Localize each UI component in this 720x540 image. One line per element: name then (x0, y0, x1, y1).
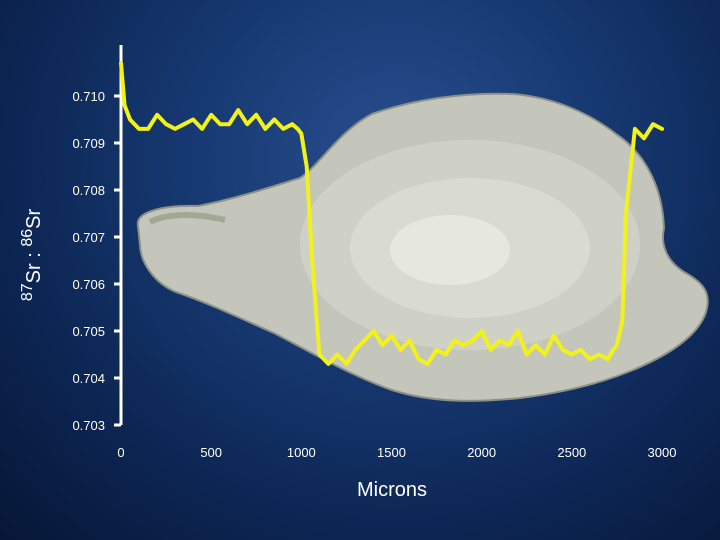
x-tick-label: 2000 (467, 445, 496, 460)
y-tick-label: 0.710 (72, 89, 105, 104)
y-tick-label: 0.708 (72, 183, 105, 198)
y-tick-label: 0.709 (72, 136, 105, 151)
y-tick-label: 0.707 (72, 230, 105, 245)
x-tick-label: 1500 (377, 445, 406, 460)
x-tick-label: 2500 (557, 445, 586, 460)
y-axis-title-mass2: 86 (19, 229, 36, 247)
x-axis-title: Microns (357, 479, 427, 501)
x-tick-label: 1000 (287, 445, 316, 460)
y-axis-ticks: 0.703 0.704 0.705 0.706 0.707 0.708 0.709 0.710 (72, 89, 121, 433)
y-tick-label: 0.703 (72, 418, 105, 433)
y-axis-title-el1: Sr (23, 263, 45, 283)
x-tick-label: 3000 (648, 445, 677, 460)
y-axis-title-mass1: 87 (19, 283, 36, 301)
y-axis-title: 87Sr : 86Sr (19, 209, 46, 302)
y-tick-label: 0.706 (72, 277, 105, 292)
otolith-core (390, 215, 510, 285)
y-tick-label: 0.705 (72, 324, 105, 339)
x-tick-label: 0 (117, 445, 124, 460)
x-axis-ticks: 0 500 1000 1500 2000 2500 3000 (117, 445, 676, 460)
otolith-edge-shade (148, 212, 226, 225)
otolith-photo (136, 92, 709, 402)
x-tick-label: 500 (200, 445, 222, 460)
y-axis-title-el2: Sr (23, 209, 45, 229)
y-axis-title-sep: : (23, 247, 45, 264)
y-tick-label: 0.704 (72, 371, 105, 386)
sr-ratio-line (119, 61, 664, 366)
